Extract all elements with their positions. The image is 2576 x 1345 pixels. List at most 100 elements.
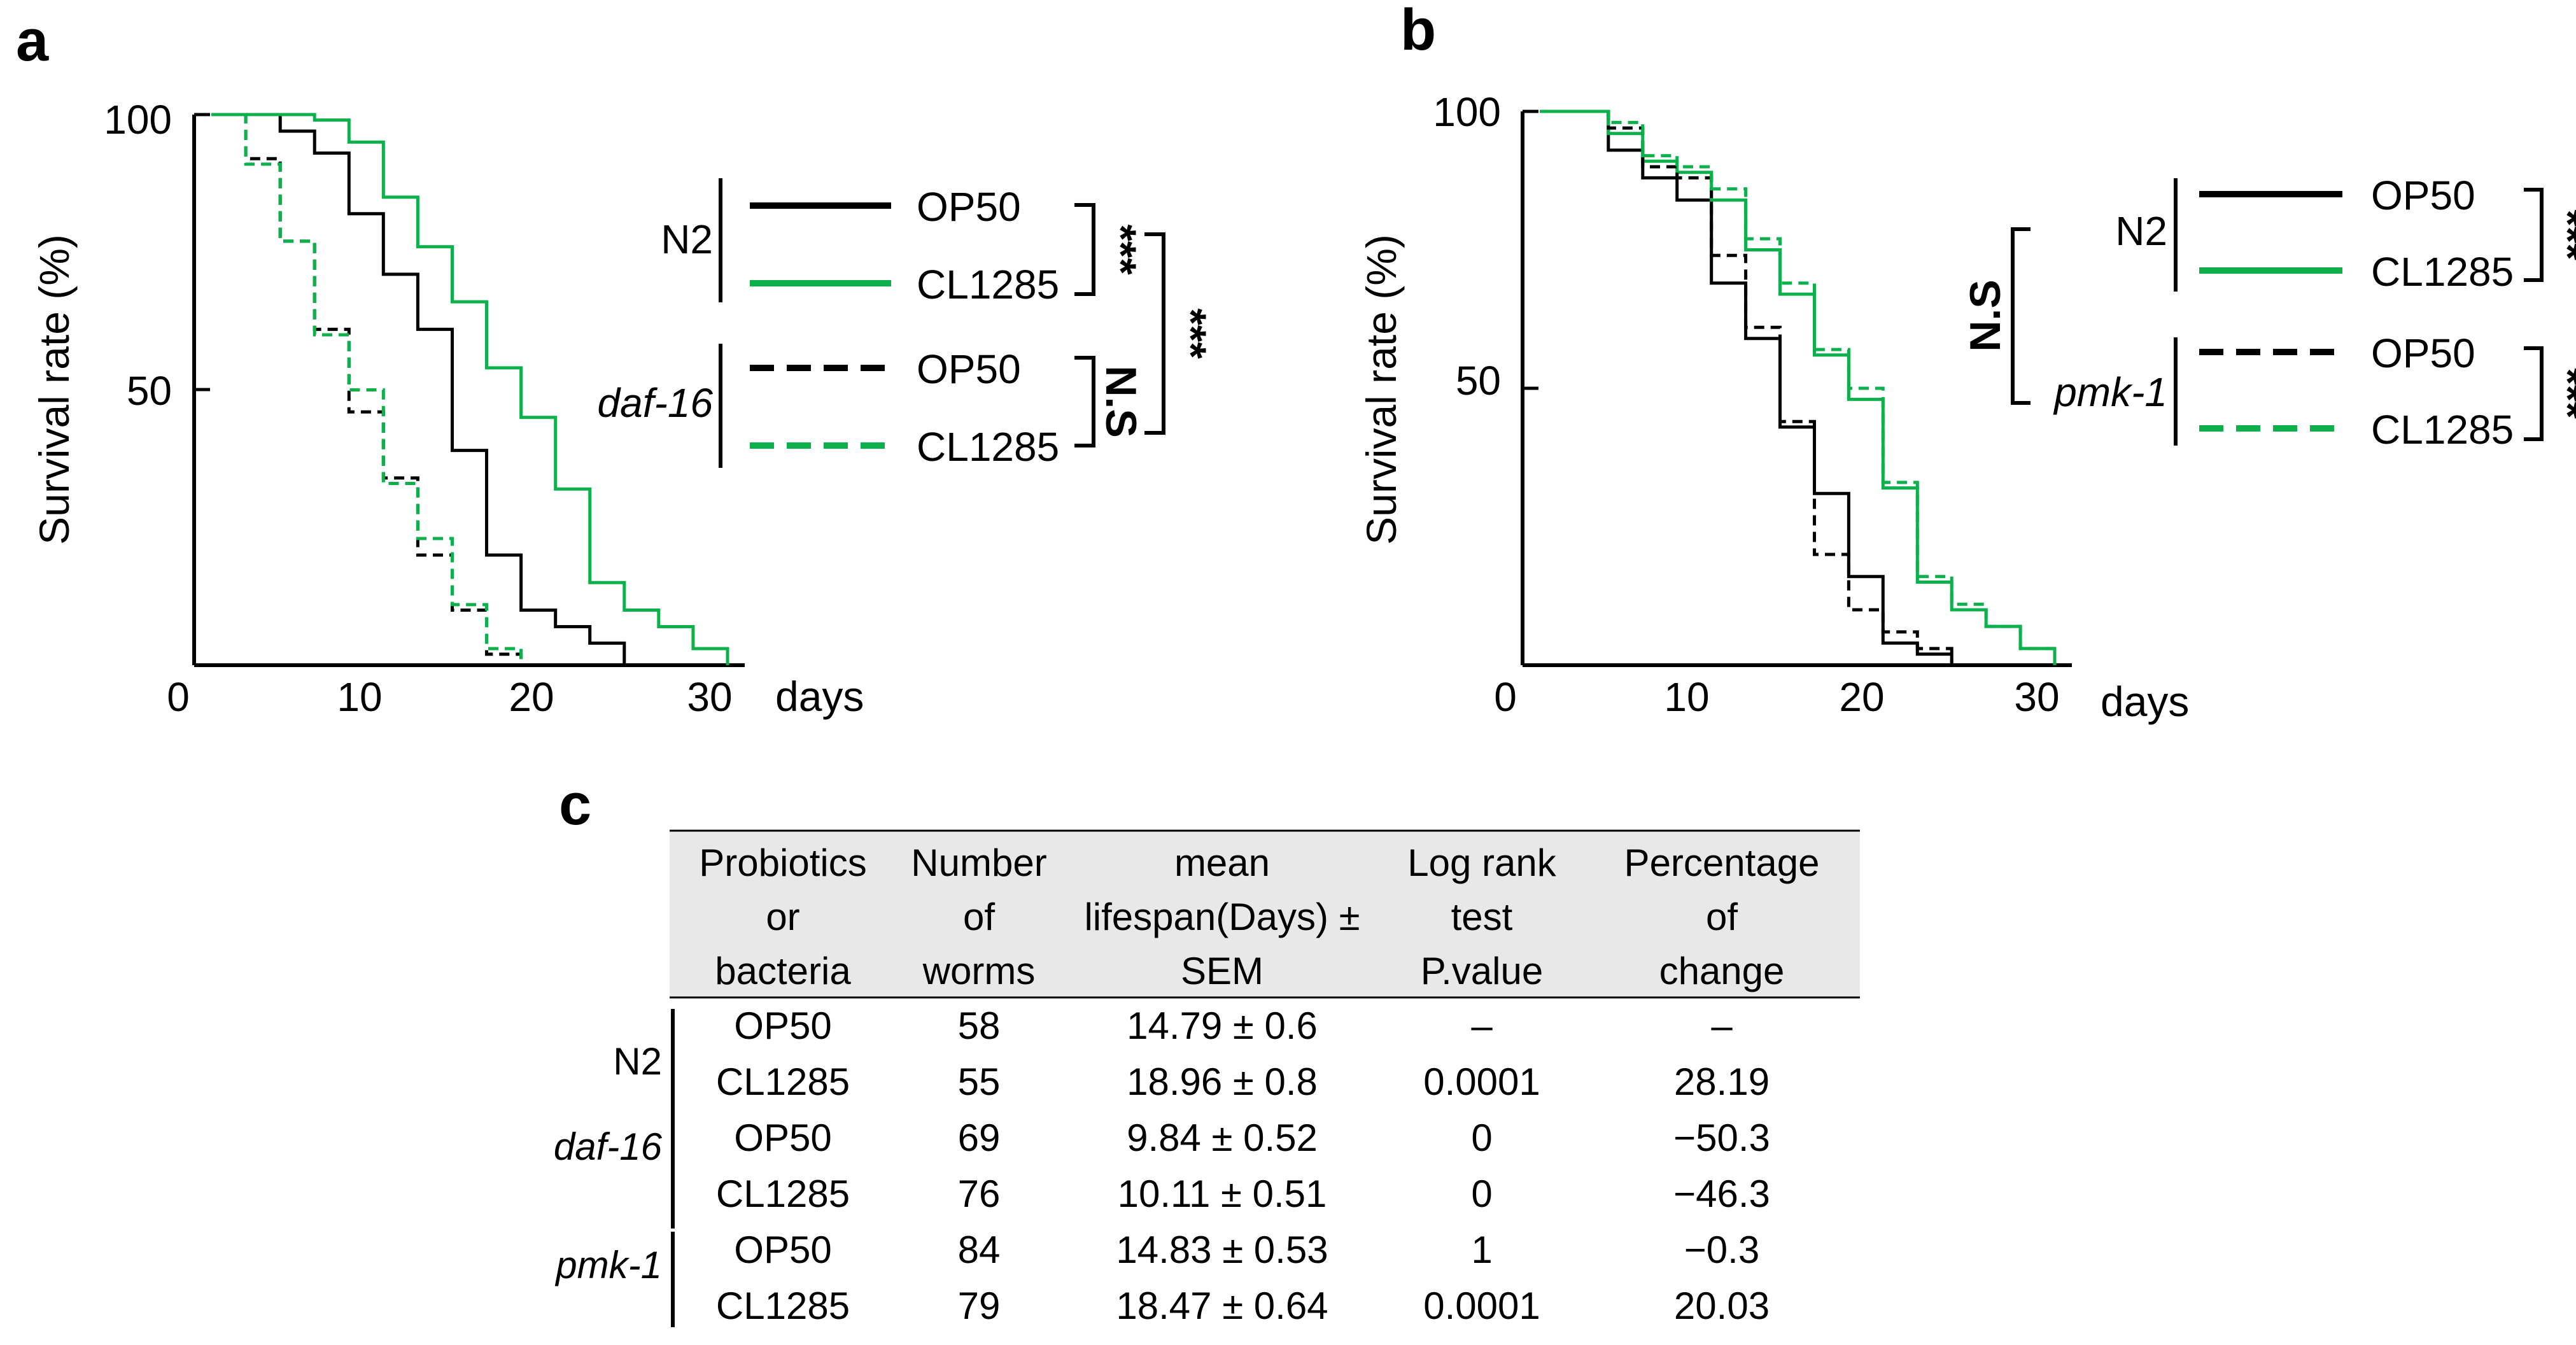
table-cell: 76 (958, 1172, 1001, 1215)
table-cell: CL1285 (716, 1285, 850, 1327)
panel-b-ytick-label: 50 (1456, 358, 1501, 404)
panel-a-label: a (16, 8, 49, 73)
table-cell: 1 (1471, 1229, 1492, 1271)
legend-label: CL1285 (2371, 249, 2514, 295)
legend-label: CL1285 (917, 262, 1059, 307)
panel-a-xtick-label: 10 (337, 674, 382, 720)
significance-label: *** (1097, 224, 1145, 275)
table-header-cell: Log rank (1407, 842, 1556, 884)
table-cell: 28.19 (1674, 1060, 1770, 1103)
table-group-label: daf-16 (554, 1125, 663, 1168)
table-row: OP50 58 14.79 ± 0.6 – – (734, 1004, 1733, 1047)
legend-label: OP50 (917, 346, 1021, 392)
table-cell: 0.0001 (1423, 1285, 1540, 1327)
table-cell: OP50 (734, 1116, 831, 1159)
panel-b-xtick-label: 30 (2014, 674, 2059, 720)
table-header-cell: change (1659, 950, 1785, 992)
panel-b-label: b (1400, 0, 1436, 62)
legend-label: CL1285 (917, 424, 1059, 470)
panel-b-curves (1540, 109, 2057, 665)
significance-label: N.S (1097, 365, 1145, 437)
panel-b-curve-pmk-1-cl1285 (1540, 109, 2057, 665)
panel-a-xtick-label: 0 (167, 674, 190, 720)
significance-bracket (2524, 346, 2544, 441)
panel-b-y-axis-label: Survival rate (%) (1358, 234, 1405, 545)
table-cell: 0.0001 (1423, 1060, 1540, 1103)
table-header-cell: P.value (1421, 950, 1543, 992)
panel-a-curve-n2-op50 (211, 113, 626, 665)
table-cell: 58 (958, 1004, 1001, 1047)
table-row: CL1285 79 18.47 ± 0.64 0.0001 20.03 (716, 1285, 1770, 1327)
legend-group-label: pmk-1 (2053, 369, 2167, 415)
table-cell: 69 (958, 1116, 1001, 1159)
table-header-cell: SEM (1181, 950, 1263, 992)
table-cell: 0 (1471, 1172, 1492, 1215)
table-cell: OP50 (734, 1004, 831, 1047)
legend-label: CL1285 (2371, 407, 2514, 453)
table-cell: 0 (1471, 1116, 1492, 1159)
legend-group-label: daf-16 (598, 380, 714, 426)
table-header-cell: bacteria (715, 950, 851, 992)
panel-a-curve-daf-16-op50 (211, 113, 523, 665)
table-cell: −46.3 (1673, 1172, 1770, 1215)
significance-bracket (2524, 188, 2544, 282)
table-cell: CL1285 (716, 1172, 850, 1215)
panel-b-chart: 0 10 20 30 50 100 days Survival rate (%) (1358, 89, 2189, 725)
table-cell: −50.3 (1673, 1116, 1770, 1159)
table-cell: 84 (958, 1229, 1001, 1271)
table-header-cell: or (766, 896, 799, 938)
panel-a-x-axis-label: days (775, 673, 864, 720)
panel-b-ytick-label: 100 (1433, 89, 1501, 135)
panel-a-chart: 0 10 20 30 50 100 days Survival rate (%) (31, 97, 864, 720)
legend-label: OP50 (2371, 173, 2475, 218)
table-group-label: pmk-1 (554, 1244, 662, 1286)
panel-b-x-axis-label: days (2101, 678, 2189, 725)
panel-a-curves (211, 113, 729, 665)
table-header-cell: Percentage (1624, 842, 1820, 884)
panel-a-curve-n2-cl1285 (211, 113, 729, 665)
table-cell: 10.11 ± 0.51 (1118, 1172, 1327, 1215)
table-header-row: Probiotics or bacteria Number of worms m… (699, 842, 1819, 992)
table-header-cell: of (1706, 896, 1738, 938)
table-cell: 55 (958, 1060, 1001, 1103)
significance-label: *** (2544, 209, 2576, 260)
significance-bracket (1144, 232, 1165, 435)
table-cell: −0.3 (1684, 1229, 1759, 1271)
table-header-cell: worms (922, 950, 1036, 992)
panel-b-xtick-label: 10 (1664, 674, 1709, 720)
table-row: OP50 84 14.83 ± 0.53 1 −0.3 (734, 1229, 1759, 1271)
panel-c-table: Probiotics or bacteria Number of worms m… (554, 829, 1860, 1327)
panel-c-label: c (559, 772, 591, 837)
significance-label: N.S (1961, 279, 2009, 351)
significance-bracket (2011, 227, 2031, 405)
table-cell: – (1471, 1004, 1493, 1047)
panel-b-legend: N2 OP50 CL1285 pmk-1 OP50 CL1285 *** ***… (1961, 173, 2576, 453)
panel-b-curve-n2-cl1285 (1540, 109, 2057, 665)
table-header-cell: Probiotics (699, 842, 866, 884)
table-header-background (670, 831, 1860, 997)
panel-a-curve-daf-16-cl1285 (211, 113, 523, 665)
panel-a-ytick-label: 100 (104, 97, 172, 143)
table-cell: 14.79 ± 0.6 (1127, 1004, 1318, 1047)
panel-a-xtick-label: 30 (687, 674, 732, 720)
table-header-cell: mean (1174, 842, 1270, 884)
table-cell: 14.83 ± 0.53 (1116, 1229, 1328, 1271)
panel-a-ytick-label: 50 (127, 368, 172, 414)
table-header-cell: of (963, 896, 995, 938)
panel-a-y-axis-label: Survival rate (%) (31, 234, 78, 545)
table-row: OP50 69 9.84 ± 0.52 0 −50.3 (734, 1116, 1770, 1159)
table-cell: CL1285 (716, 1060, 850, 1103)
legend-group-label: N2 (2115, 208, 2167, 254)
table-header-cell: lifespan(Days) ± (1084, 896, 1360, 938)
significance-label: *** (1167, 308, 1215, 359)
table-cell: OP50 (734, 1229, 831, 1271)
table-row: CL1285 55 18.96 ± 0.8 0.0001 28.19 (716, 1060, 1770, 1103)
legend-group-label: N2 (661, 216, 713, 262)
legend-label: OP50 (2371, 330, 2475, 376)
legend-label: OP50 (917, 184, 1021, 230)
significance-bracket (1074, 356, 1095, 447)
table-cell: 79 (958, 1285, 1001, 1327)
table-cell: 20.03 (1674, 1285, 1770, 1327)
significance-bracket (1074, 203, 1095, 296)
